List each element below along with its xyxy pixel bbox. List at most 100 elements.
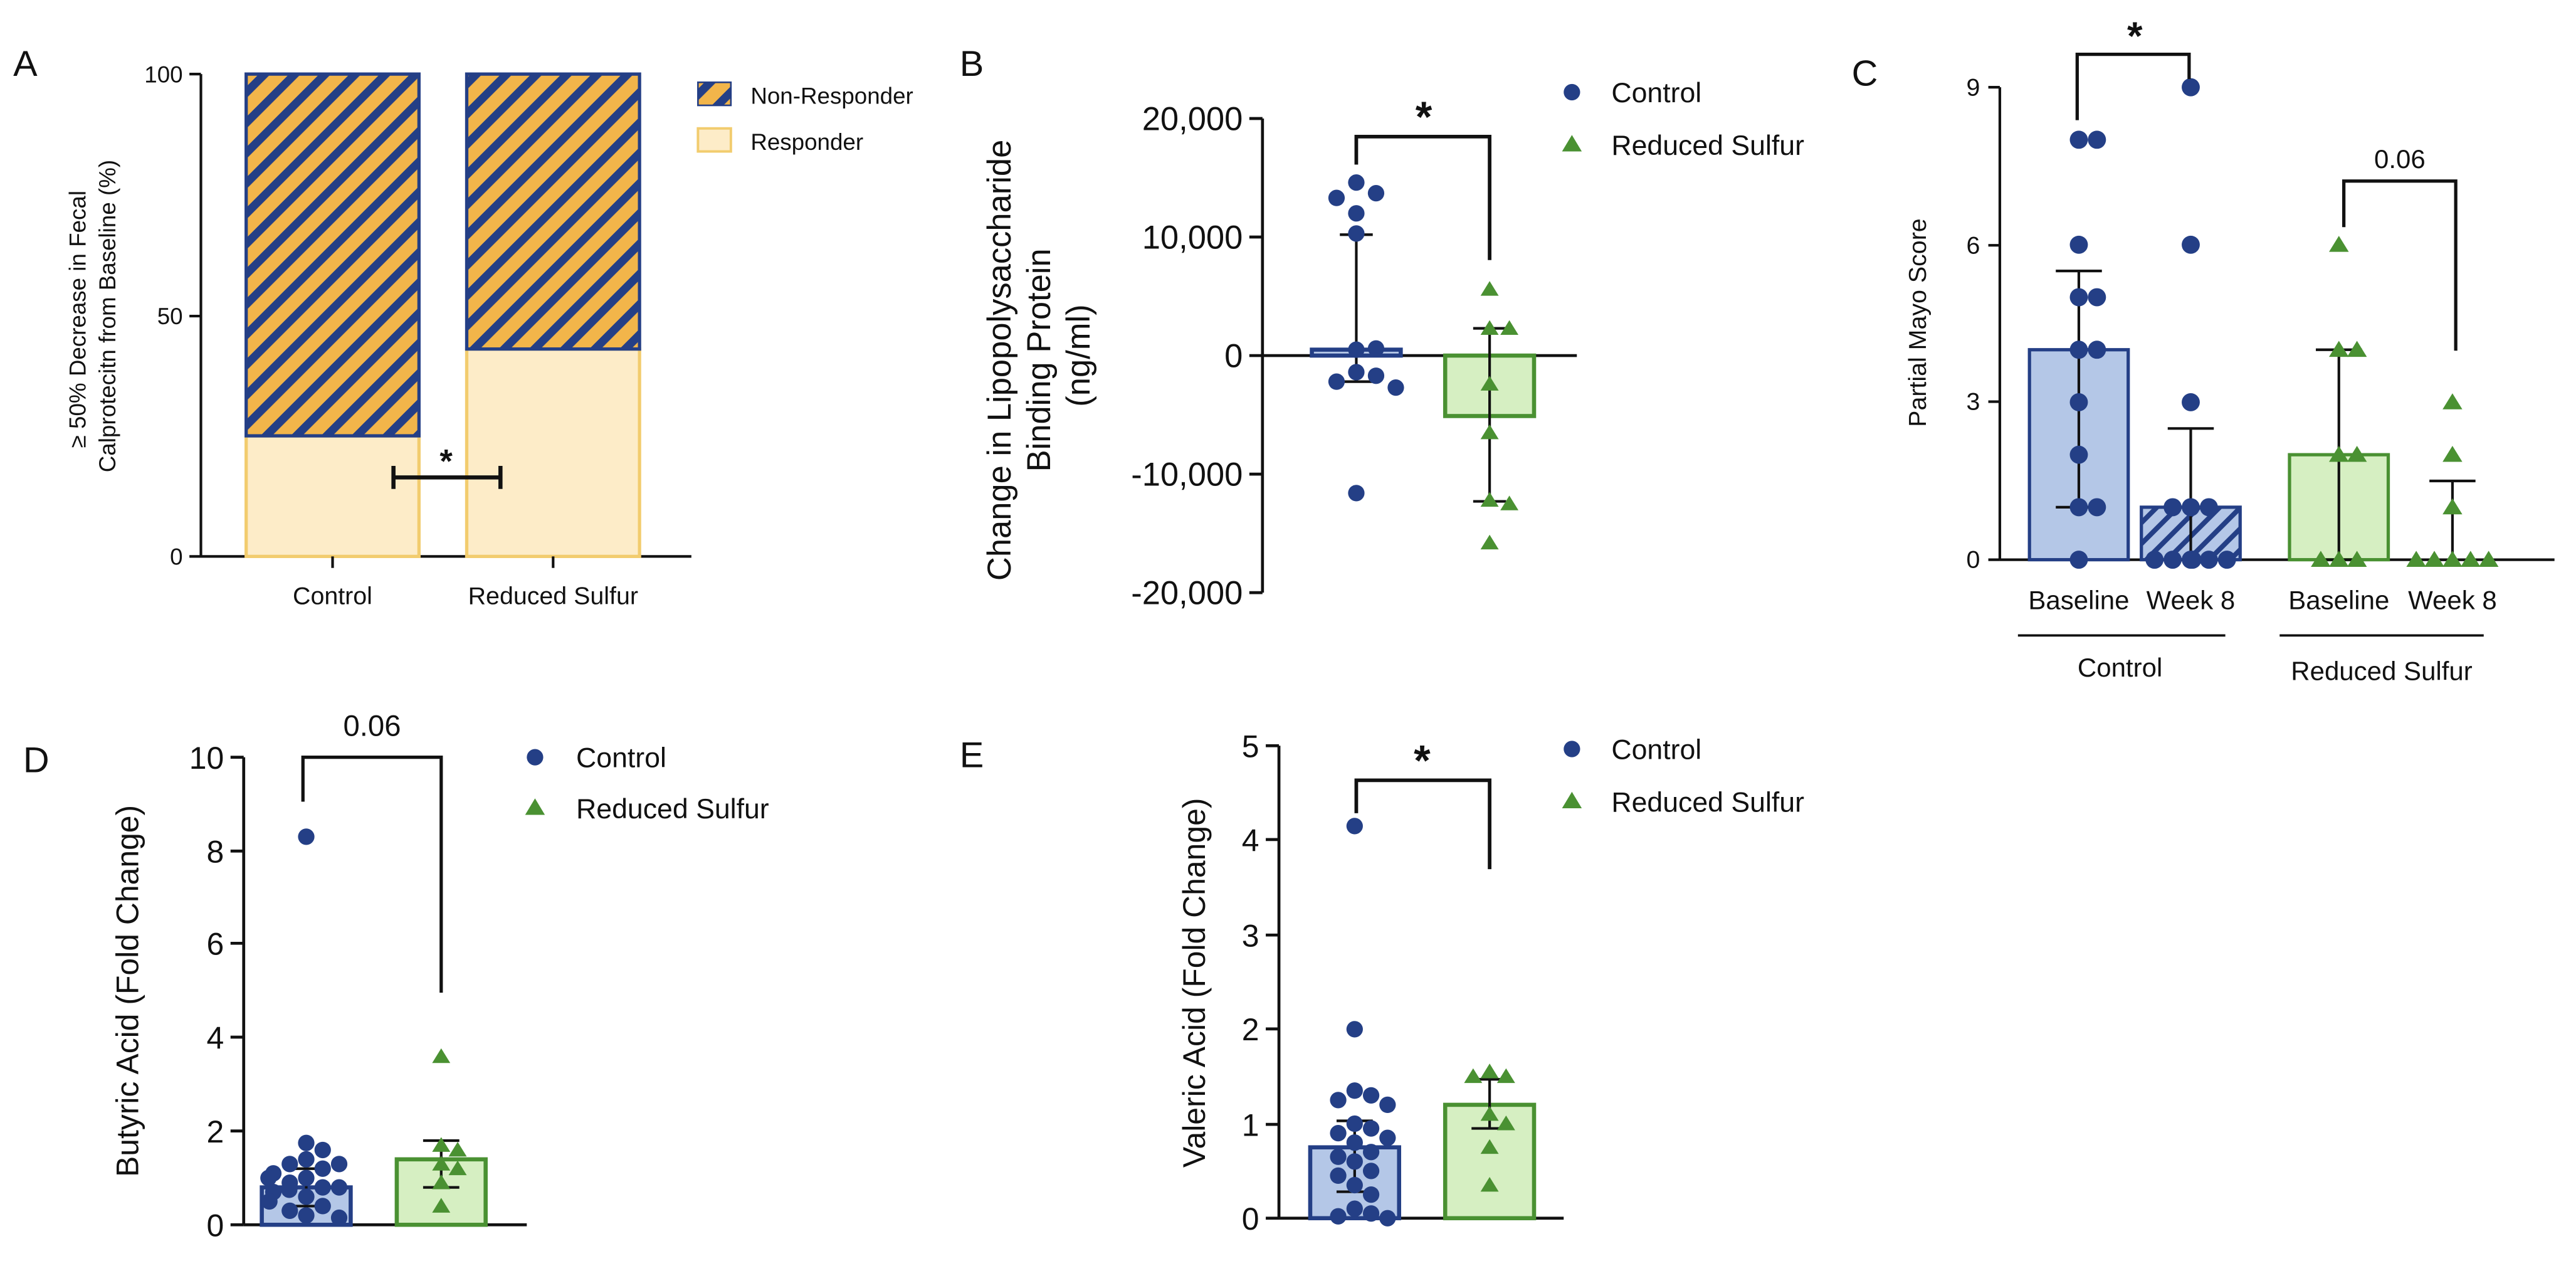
panel-c-xtick-label: Week 8 bbox=[2408, 585, 2497, 615]
data-point bbox=[1347, 818, 1363, 834]
legend-marker-control bbox=[527, 749, 543, 766]
data-point bbox=[2218, 551, 2236, 569]
data-point bbox=[2070, 393, 2088, 411]
data-point bbox=[1347, 1082, 1363, 1099]
data-point bbox=[298, 1135, 314, 1151]
panel-d-ytick-label: 6 bbox=[206, 927, 224, 962]
panel-c: C Partial Mayo Score 9 6 3 0 Baseline We… bbox=[1852, 14, 2555, 686]
panel-b-ytick-label: -10,000 bbox=[1131, 456, 1243, 493]
data-point bbox=[1497, 1068, 1515, 1083]
panel-d-ytick-label: 2 bbox=[206, 1114, 224, 1149]
data-point bbox=[2182, 236, 2200, 254]
panel-a-xtick-label: Control bbox=[293, 582, 372, 609]
legend-label-control: Control bbox=[1611, 734, 1701, 765]
data-point bbox=[1348, 174, 1364, 191]
data-point bbox=[2182, 78, 2200, 97]
data-point bbox=[1387, 379, 1404, 396]
data-point bbox=[1347, 1134, 1363, 1151]
data-point bbox=[260, 1170, 276, 1186]
data-point bbox=[2442, 499, 2463, 515]
legend-marker-control bbox=[1564, 84, 1580, 100]
data-point bbox=[2329, 236, 2349, 252]
data-point bbox=[1363, 1186, 1379, 1203]
data-point bbox=[315, 1161, 331, 1177]
panel-b-yticks: 20,000 10,000 0 -10,000 -20,000 bbox=[1131, 100, 1263, 611]
legend-marker-control bbox=[1564, 741, 1580, 757]
panel-d-trend-bracket bbox=[303, 757, 441, 993]
data-point bbox=[2070, 130, 2088, 149]
data-point bbox=[1347, 1201, 1363, 1217]
panel-d-ytick-label: 4 bbox=[206, 1020, 224, 1055]
panel-d-legend: Control Reduced Sulfur bbox=[525, 742, 769, 824]
data-point bbox=[432, 1048, 450, 1063]
data-point bbox=[1500, 495, 1518, 510]
panel-a-ytick-label: 50 bbox=[157, 303, 183, 329]
panel-e-legend: Control Reduced Sulfur bbox=[1562, 734, 1805, 818]
data-point bbox=[1328, 190, 1345, 206]
data-point bbox=[1348, 341, 1364, 357]
legend-marker-reduced-sulfur bbox=[525, 798, 545, 815]
panel-e-significance-bracket bbox=[1356, 780, 1490, 869]
data-point bbox=[315, 1198, 331, 1214]
panel-b-ylabel-line3: (ng/ml) bbox=[1060, 304, 1097, 406]
data-point bbox=[331, 1210, 347, 1226]
panel-c-ytick-label: 3 bbox=[1967, 388, 1980, 416]
data-point bbox=[1363, 1144, 1379, 1160]
panel-c-ytick-label: 9 bbox=[1967, 73, 1980, 101]
data-point bbox=[2070, 551, 2088, 569]
panel-c-ytick-label: 0 bbox=[1967, 546, 1980, 574]
data-point bbox=[1348, 225, 1364, 241]
data-point bbox=[2163, 551, 2182, 569]
panel-e-significance-star: * bbox=[1414, 737, 1431, 785]
data-point bbox=[1368, 340, 1384, 357]
panel-c-group-label: Reduced Sulfur bbox=[2291, 656, 2473, 685]
panel-b-ytick-label: 20,000 bbox=[1142, 100, 1243, 137]
legend-swatch-responder bbox=[698, 129, 731, 152]
panel-c-marks bbox=[2029, 78, 2498, 569]
legend-label-control: Control bbox=[1611, 78, 1701, 108]
panel-e-ytick-label: 5 bbox=[1242, 729, 1259, 764]
panel-e-ytick-label: 1 bbox=[1242, 1107, 1259, 1142]
data-point bbox=[331, 1179, 347, 1195]
data-point bbox=[1347, 1021, 1363, 1037]
data-point bbox=[2442, 446, 2463, 462]
panel-c-group-label: Control bbox=[2078, 653, 2162, 682]
panel-a: A ≥ 50% Decrease in Fecal Calprotecitn f… bbox=[13, 44, 913, 610]
legend-label-nonresponder: Non-Responder bbox=[750, 83, 913, 108]
data-point bbox=[2088, 498, 2106, 516]
panel-c-significance-star: * bbox=[2127, 14, 2143, 58]
data-point bbox=[261, 1193, 278, 1210]
bar-nonresponder bbox=[466, 74, 639, 349]
data-point bbox=[449, 1142, 467, 1156]
panel-a-ytick-label: 0 bbox=[170, 544, 182, 569]
data-point bbox=[2182, 393, 2200, 411]
panel-e-yticks: 5 4 3 2 1 0 bbox=[1242, 729, 1279, 1237]
panel-d-marks bbox=[260, 828, 485, 1226]
data-point bbox=[1379, 1130, 1396, 1146]
data-point bbox=[298, 1151, 314, 1168]
panel-b-ytick-label: 10,000 bbox=[1142, 219, 1243, 256]
data-point bbox=[1379, 1097, 1396, 1113]
data-point bbox=[1464, 1068, 1482, 1083]
panel-b-legend: Control Reduced Sulfur bbox=[1562, 78, 1805, 161]
data-point bbox=[2070, 498, 2088, 516]
legend-label-reduced-sulfur: Reduced Sulfur bbox=[576, 794, 769, 825]
panel-c-xtick-label: Baseline bbox=[2288, 585, 2389, 615]
data-point bbox=[1330, 1168, 1346, 1184]
panel-e-letter: E bbox=[960, 735, 984, 775]
panel-c-xtick-label: Week 8 bbox=[2147, 585, 2236, 615]
data-point bbox=[2088, 340, 2106, 359]
data-point bbox=[2200, 498, 2218, 516]
panel-b-ytick-label: 0 bbox=[1224, 337, 1243, 374]
panel-a-xtick-label: Reduced Sulfur bbox=[468, 582, 638, 609]
panel-d-letter: D bbox=[23, 740, 50, 780]
panel-d-ytick-label: 0 bbox=[206, 1208, 224, 1243]
data-point bbox=[1481, 281, 1499, 295]
panel-d-ylabel: Butyric Acid (Fold Change) bbox=[110, 805, 145, 1177]
bar-responder bbox=[466, 349, 639, 557]
data-point bbox=[1481, 425, 1499, 439]
panel-c-trend-bracket bbox=[2344, 181, 2456, 351]
data-point bbox=[1481, 1063, 1499, 1078]
panel-a-letter: A bbox=[13, 44, 38, 84]
data-point bbox=[1347, 1177, 1363, 1193]
